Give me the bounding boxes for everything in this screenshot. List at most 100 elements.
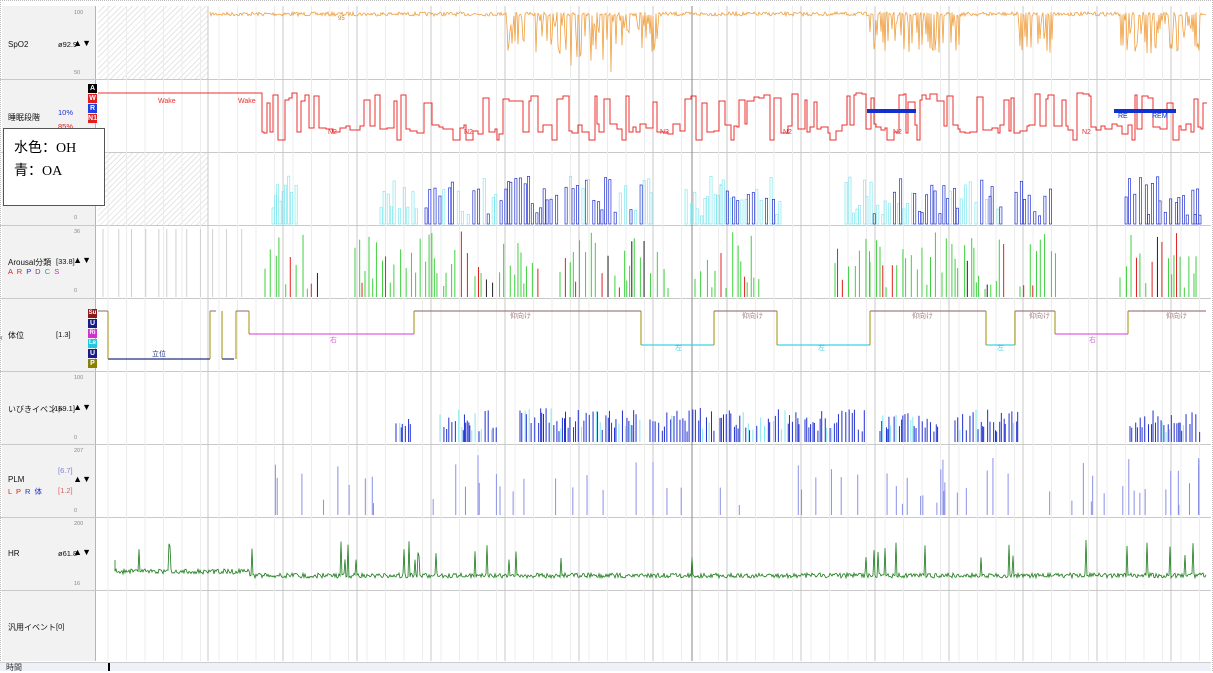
apnea-bar xyxy=(1196,188,1200,225)
apnea-bar xyxy=(482,178,486,225)
spo2-trace xyxy=(209,10,1207,73)
apnea-bar xyxy=(732,196,736,225)
time-label: 時間 xyxy=(6,663,22,672)
row-snore-label[interactable]: いびきイベント [169.1] ▲▼ 100 0 xyxy=(2,372,96,444)
hatched-region-apnea xyxy=(98,153,208,225)
pos-code-u: U xyxy=(88,319,97,328)
apnea-bar xyxy=(865,195,869,225)
apnea-bar xyxy=(450,181,454,225)
position-label: 仰向け xyxy=(1166,311,1187,320)
apnea-bar xyxy=(290,192,294,225)
pos-code-ri: Ri xyxy=(88,329,97,338)
apnea-bar xyxy=(494,193,498,225)
scale-arrows-icon[interactable]: ▲▼ xyxy=(73,547,91,557)
row-value: ø61.8 xyxy=(58,549,78,558)
scale-arrows-icon[interactable]: ▲▼ xyxy=(73,255,91,265)
legend-oa: 青：OA xyxy=(14,164,63,179)
apnea-bar xyxy=(509,181,513,225)
scale-arrows-icon[interactable]: ▲▼ xyxy=(73,402,91,412)
apnea-bar xyxy=(1023,199,1027,225)
apnea-bar xyxy=(472,190,476,225)
apnea-bar xyxy=(530,203,534,225)
row-arousal-label[interactable]: Arousal分類 [33.8] ▲▼ A R P D C S 36 0 xyxy=(2,226,96,298)
apnea-bar xyxy=(1191,189,1195,225)
apnea-bar xyxy=(933,190,937,225)
apnea-bar xyxy=(634,209,638,225)
apnea-bar xyxy=(1193,214,1197,225)
pos-code-p: P xyxy=(88,359,97,368)
row-spo2: SpO2 ø92.9 ▲▼ 100 50 xyxy=(0,6,1211,80)
apnea-bar xyxy=(600,209,604,225)
apnea-bar xyxy=(883,200,887,225)
row-name: PLM xyxy=(8,475,25,484)
apnea-bar xyxy=(504,188,508,225)
apnea-bar xyxy=(996,208,1000,225)
apnea-bar xyxy=(382,190,386,225)
stage-code-a: A xyxy=(88,84,97,93)
apnea-bar xyxy=(918,210,922,225)
apnea-bar xyxy=(902,208,906,225)
apnea-bar xyxy=(545,199,549,225)
apnea-bar xyxy=(899,178,903,225)
row-general-label[interactable]: 汎用イベント [0] xyxy=(2,591,96,661)
apnea-bar xyxy=(618,192,622,225)
row-position-label[interactable]: 体位 [1.3] Su U Ri Le U P xyxy=(2,299,97,371)
apnea-bar xyxy=(729,197,733,225)
stage-label: N2 xyxy=(464,129,473,136)
apnea-bar xyxy=(953,188,957,225)
apnea-bar xyxy=(518,177,522,225)
apnea-bar xyxy=(755,189,759,225)
row-value: [1.3] xyxy=(56,330,71,339)
time-cursor[interactable] xyxy=(108,663,110,671)
apnea-bar xyxy=(424,207,428,225)
apnea-bar xyxy=(709,176,713,225)
position-label: 左 xyxy=(997,343,1004,352)
row-value: [0] xyxy=(56,622,65,631)
legend-callout: 水色：OH 青：OA xyxy=(3,128,105,206)
arousal-letters: A R P D C S xyxy=(8,267,61,276)
apnea-bar xyxy=(1038,215,1042,225)
apnea-bar xyxy=(863,179,867,225)
apnea-bar xyxy=(1198,214,1202,225)
apnea-bar xyxy=(713,194,717,225)
apnea-bar xyxy=(569,175,572,225)
row-hr-label[interactable]: HR ø61.8 ▲▼ 200 16 xyxy=(2,518,96,590)
apnea-bar xyxy=(968,181,972,225)
apnea-bar xyxy=(746,194,750,225)
apnea-bar xyxy=(1128,178,1131,225)
hr-trace xyxy=(114,539,1207,580)
stage-code-w: W xyxy=(88,94,97,103)
apnea-bar xyxy=(402,187,406,225)
row-plm-label[interactable]: PLM L P R 体 [6.7] [1.2] ▲▼ 207 0 xyxy=(2,445,96,517)
apnea-bar xyxy=(389,206,393,225)
apnea-bar xyxy=(1049,188,1052,225)
apnea-bar xyxy=(1043,195,1047,225)
apnea-bar xyxy=(392,180,396,225)
position-label: 左 xyxy=(675,343,682,352)
scale-arrows-icon[interactable]: ▲▼ xyxy=(73,474,91,484)
row-name: 体位 xyxy=(8,331,24,340)
collapse-arrow-icon[interactable]: ‹ xyxy=(0,333,3,342)
apnea-bar xyxy=(466,214,470,225)
row-spo2-label[interactable]: SpO2 ø92.9 ▲▼ 100 50 xyxy=(2,6,96,79)
apnea-bar xyxy=(930,184,934,225)
scale-bottom: 50 xyxy=(74,70,81,76)
scale-arrows-icon[interactable]: ▲▼ xyxy=(73,38,91,48)
apnea-bar xyxy=(700,215,704,225)
apnea-bar xyxy=(576,185,580,225)
time-scrollbar[interactable]: 時間 xyxy=(0,662,1211,672)
apnea-bar xyxy=(629,209,633,225)
hypnogram-trace xyxy=(98,92,1207,141)
scale-bottom: 0 xyxy=(74,215,78,221)
row-snore: いびきイベント [169.1] ▲▼ 100 0 xyxy=(0,372,1211,445)
apnea-bar xyxy=(442,189,446,225)
apnea-bar xyxy=(542,188,546,225)
apnea-bar xyxy=(1147,214,1150,225)
apnea-bar xyxy=(920,212,924,225)
apnea-bar xyxy=(523,183,527,225)
apnea-bar xyxy=(597,201,601,225)
apnea-bar xyxy=(613,211,617,225)
row-value: [6.7] xyxy=(58,466,73,475)
apnea-bar xyxy=(736,200,740,225)
